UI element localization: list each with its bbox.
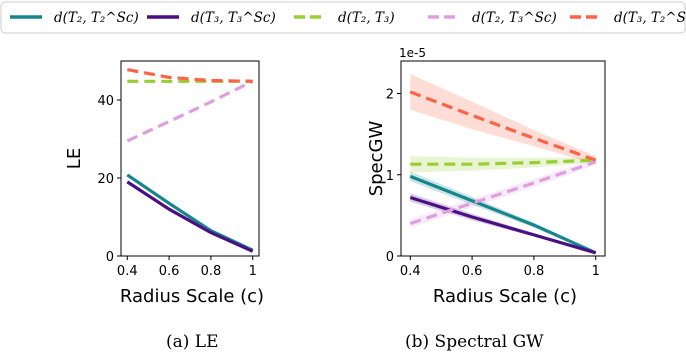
axis-offset-text: 1e-5 bbox=[399, 46, 426, 60]
x-axis-label: Radius Scale (c) bbox=[120, 286, 264, 307]
legend-label-3: d(T₂, T₃^Sc) bbox=[472, 10, 557, 26]
legend-label-2: d(T₂, T₃) bbox=[338, 10, 395, 26]
x-tick-label: 0.8 bbox=[524, 264, 545, 279]
x-tick-label: 0.4 bbox=[117, 264, 138, 279]
y-axis-label: SpecGW bbox=[366, 121, 387, 197]
y-axis-label: LE bbox=[64, 148, 85, 169]
y-tick-label: 0 bbox=[106, 250, 114, 265]
legend-label-1: d(T₃, T₃^Sc) bbox=[191, 10, 276, 26]
legend-label-4: d(T₃, T₂^Sc) bbox=[614, 10, 686, 26]
chart-panel-le: 0.4 0.6 0.8 1 0 20 40 Radius Scale (c) LE bbox=[64, 61, 264, 307]
caption-le: (a) LE bbox=[166, 332, 219, 352]
legend: d(T₂, T₂^Sc) d(T₃, T₃^Sc) d(T₂, T₃) d(T₂, T… bbox=[1, 2, 686, 33]
caption-specgw: (b) Spectral GW bbox=[405, 332, 544, 352]
plot-frame bbox=[121, 61, 259, 256]
y-tick-label: 2 bbox=[386, 88, 394, 103]
band-d-t-t-sc bbox=[410, 74, 595, 164]
x-tick-label: 0.6 bbox=[159, 264, 180, 279]
series-line-d-t-t-sc bbox=[410, 198, 595, 253]
x-tick-label: 1 bbox=[249, 264, 257, 279]
y-tick-label: 40 bbox=[97, 94, 114, 109]
x-tick-label: 0.4 bbox=[400, 264, 421, 279]
y-tick-label: 20 bbox=[97, 172, 114, 187]
series-line-d-t-t-sc bbox=[127, 175, 252, 250]
x-tick-label: 0.8 bbox=[201, 264, 222, 279]
y-tick-label: 0 bbox=[386, 250, 394, 265]
series-line-d-t-t-sc bbox=[127, 70, 252, 82]
series-line-d-t-t-sc bbox=[127, 81, 252, 141]
legend-label-0: d(T₂, T₂^Sc) bbox=[54, 10, 139, 26]
x-tick-label: 1 bbox=[592, 264, 600, 279]
x-axis-label: Radius Scale (c) bbox=[433, 286, 577, 307]
x-tick-label: 0.6 bbox=[462, 264, 483, 279]
